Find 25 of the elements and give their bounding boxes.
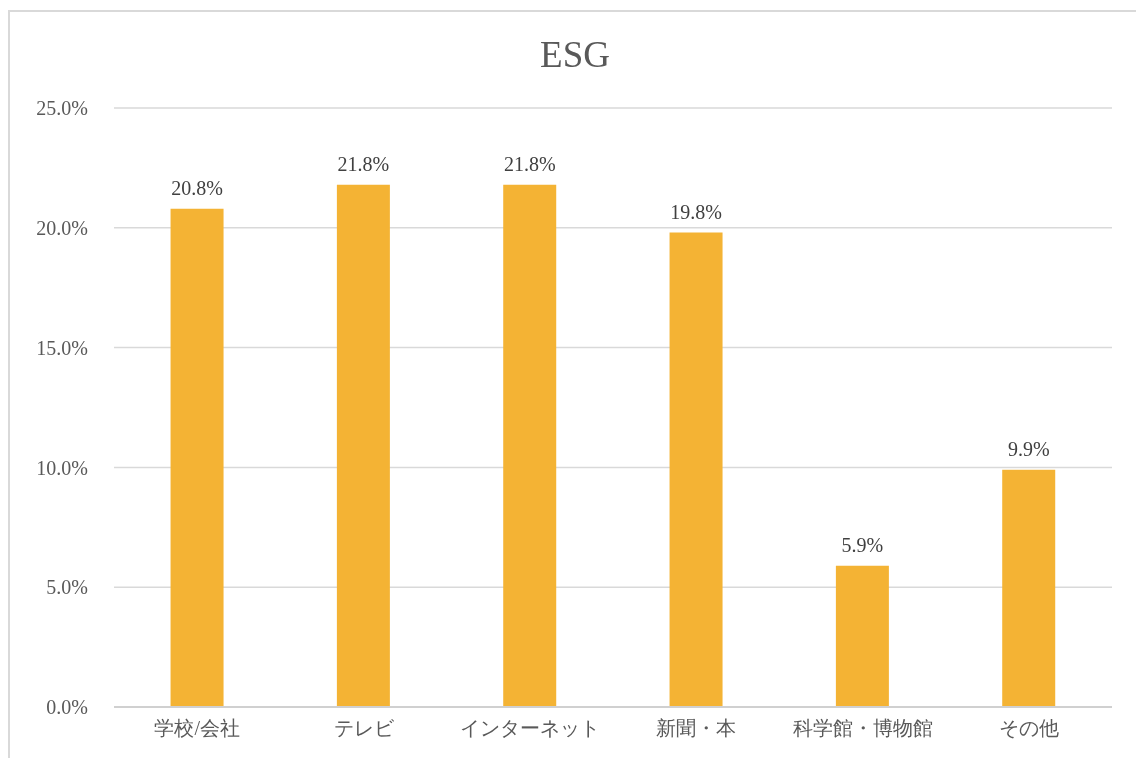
y-tick-label: 20.0% (36, 216, 88, 239)
bar (835, 565, 889, 707)
bar (669, 232, 723, 707)
x-tick-label: テレビ (333, 717, 395, 740)
y-tick-label: 0.0% (46, 696, 88, 719)
bar (1002, 469, 1056, 707)
data-label: 21.8% (503, 152, 556, 175)
bar (336, 184, 390, 707)
y-tick-label: 5.0% (46, 576, 88, 599)
bar (170, 208, 224, 707)
y-tick-label: 25.0% (36, 97, 88, 120)
chart-title: ESG (539, 33, 611, 77)
data-label: 9.9% (1007, 437, 1050, 460)
x-tick-label: 新聞・本 (656, 717, 737, 740)
data-label: 20.8% (171, 176, 223, 199)
y-tick-label: 15.0% (36, 336, 88, 359)
x-tick-label: 科学館・博物館 (792, 717, 933, 740)
x-tick-label: インターネット (459, 717, 600, 740)
bar (503, 184, 557, 707)
data-label: 5.9% (841, 533, 884, 556)
data-label: 19.8% (670, 200, 722, 223)
x-tick-label: その他 (998, 717, 1059, 740)
data-label: 21.8% (337, 152, 390, 175)
y-tick-label: 10.0% (36, 456, 88, 479)
x-tick-label: 学校/会社 (154, 717, 240, 740)
